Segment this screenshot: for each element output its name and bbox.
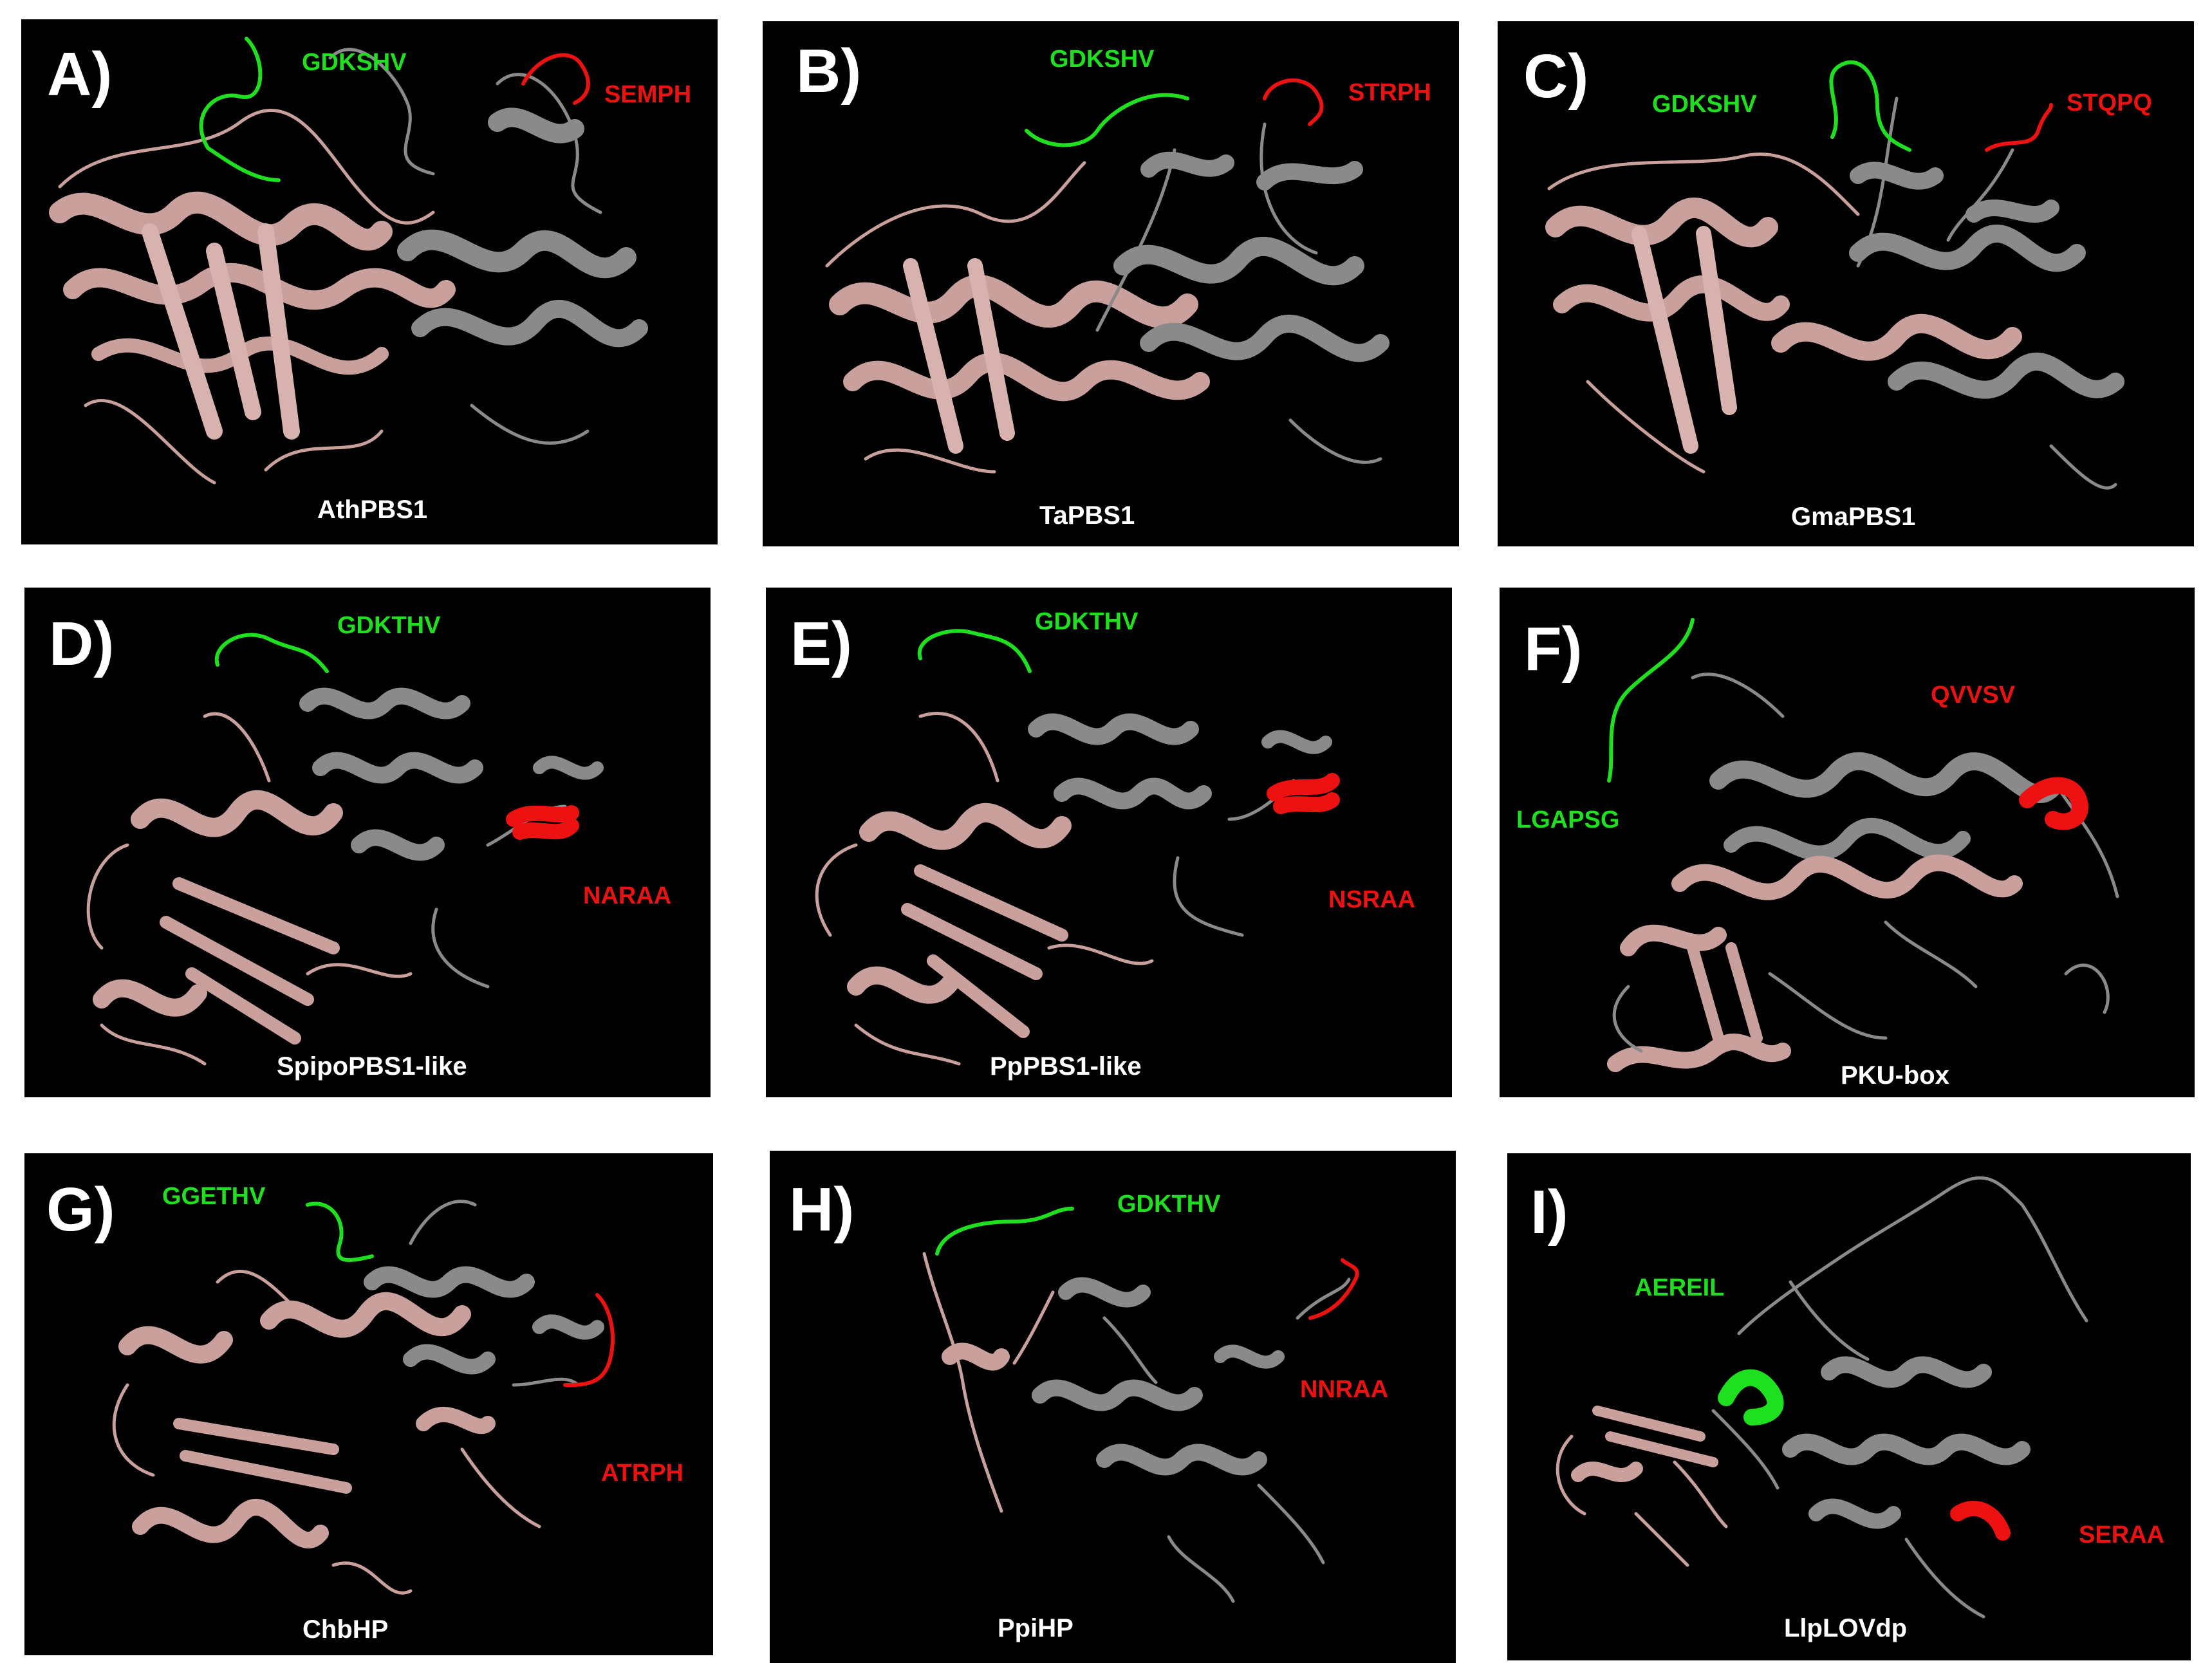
panel-letter: C): [1523, 42, 1589, 111]
green-motif-label: GDKTHV: [1117, 1191, 1221, 1218]
red-motif-label: STQPQ: [2067, 89, 2153, 116]
panel-a: A) GDKSHV SEMPH AthPBS1: [21, 19, 718, 544]
panel-letter: B): [796, 37, 862, 106]
protein-name: PpiHP: [998, 1614, 1073, 1642]
green-motif-label: GDKTHV: [337, 612, 441, 639]
panel-d: D) GDKTHV NARAA SpipoPBS1-like: [24, 588, 711, 1097]
protein-structure-f: [1607, 618, 2119, 1072]
panel-letter: D): [49, 609, 115, 678]
protein-name: PKU-box: [1841, 1061, 1949, 1090]
green-motif-label: AEREIL: [1635, 1274, 1725, 1301]
red-motif-label: NNRAA: [1300, 1376, 1389, 1403]
protein-structure-g: [112, 1200, 615, 1595]
protein-name: PpPBS1-like: [990, 1052, 1142, 1081]
panel-h: H) GDKTHV NNRAA PpiHP: [770, 1151, 1456, 1663]
panel-i: I) AEREIL SERAA LlpLOVdp: [1507, 1153, 2191, 1660]
panel-e: E) GDKTHV NSRAA PpPBS1-like: [766, 588, 1452, 1097]
panel-b: B) GDKSHV STRPH TaPBS1: [763, 21, 1459, 546]
protein-name: AthPBS1: [317, 496, 428, 524]
red-motif-label: SERAA: [2079, 1521, 2165, 1548]
red-motif-label: QVVSV: [1931, 682, 2015, 709]
protein-structure-b: [825, 79, 1389, 474]
protein-structure-c: [1545, 60, 2124, 490]
panel-g: G) GGETHV ATRPH ChbHP: [24, 1153, 713, 1655]
panel-letter: E): [790, 609, 852, 678]
red-motif-label: ATRPH: [601, 1460, 684, 1487]
protein-name: GmaPBS1: [1791, 503, 1916, 531]
green-motif-label: GDKSHV: [1050, 46, 1155, 73]
protein-structure-h: [922, 1207, 1359, 1603]
green-motif-label: GGETHV: [162, 1183, 266, 1210]
green-motif-label: GDKSHV: [302, 49, 407, 76]
protein-structure-a: [49, 37, 648, 485]
red-motif-label: STRPH: [1348, 79, 1431, 106]
green-motif-label: GDKSHV: [1652, 91, 1757, 118]
protein-name: LlpLOVdp: [1784, 1614, 1908, 1642]
panel-letter: H): [789, 1175, 855, 1244]
green-motif-label: GDKTHV: [1035, 608, 1139, 635]
panel-c: C) GDKSHV STQPQ GmaPBS1: [1498, 21, 2194, 546]
panel-letter: F): [1524, 615, 1583, 683]
panel-letter: G): [46, 1175, 115, 1244]
red-motif-label: NARAA: [583, 882, 672, 909]
protein-structure-i: [1556, 1176, 2088, 1619]
panel-letter: I): [1530, 1178, 1568, 1247]
red-motif-label: NSRAA: [1328, 886, 1416, 913]
protein-name: SpipoPBS1-like: [277, 1052, 467, 1081]
green-motif-label: LGAPSG: [1516, 806, 1620, 833]
panel-f: F) LGAPSG QVVSV PKU-box: [1500, 588, 2195, 1097]
panel-letter: A): [47, 40, 113, 109]
protein-structure-d: [86, 633, 604, 1066]
protein-structure-e: [815, 629, 1340, 1066]
red-motif-label: SEMPH: [604, 81, 692, 108]
protein-name: TaPBS1: [1039, 501, 1135, 530]
protein-name: ChbHP: [302, 1615, 389, 1644]
